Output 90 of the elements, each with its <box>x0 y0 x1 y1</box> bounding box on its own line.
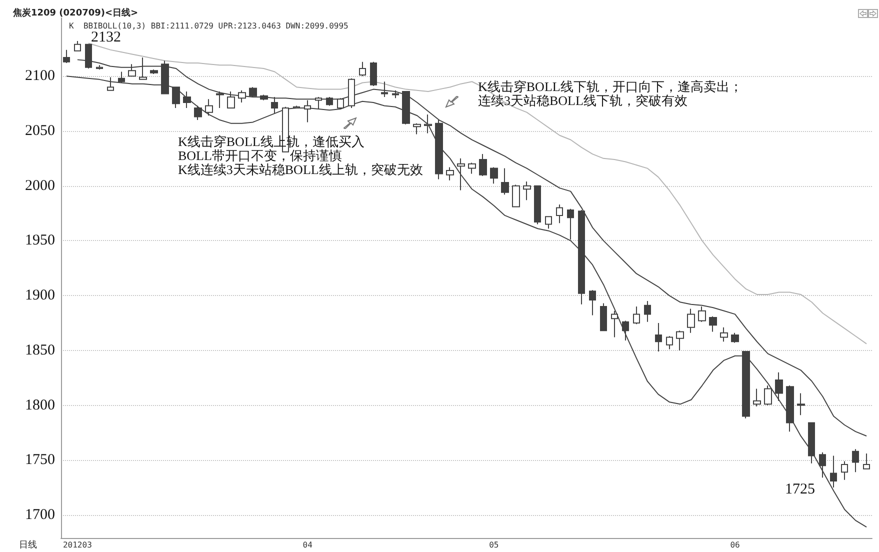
candlestick <box>797 392 805 416</box>
candlestick <box>260 94 268 101</box>
candlestick <box>63 49 70 64</box>
candlestick <box>819 452 826 478</box>
annotation: 2132 <box>91 30 121 46</box>
candlestick <box>315 96 322 110</box>
candlestick <box>578 209 585 305</box>
candlestick <box>74 40 81 52</box>
y-tick-label: 1850 <box>25 342 55 358</box>
y-tick-label: 1800 <box>25 397 55 414</box>
candlestick <box>808 422 815 464</box>
annotation: 连续3天站稳BOLL线下轨，突破有效 <box>478 93 688 108</box>
y-tick-label: 1950 <box>25 232 55 249</box>
candlestick <box>720 326 728 342</box>
candlestick <box>775 372 783 402</box>
candlestick <box>172 86 180 108</box>
candlestick <box>271 96 278 114</box>
candlestick <box>216 91 224 108</box>
candlestick <box>402 91 410 125</box>
candlestick <box>655 322 662 352</box>
line-series <box>88 42 868 344</box>
candlestick <box>764 385 772 406</box>
candlestick <box>249 86 257 98</box>
candlestick <box>534 185 541 225</box>
candlestick <box>424 114 432 134</box>
y-tick-label: 1750 <box>25 452 55 468</box>
y-tick-label: 2000 <box>25 178 55 194</box>
candlestick <box>567 208 574 240</box>
candlestick <box>709 316 717 332</box>
candlestick <box>852 448 859 473</box>
candlestick <box>698 306 706 322</box>
candlestick <box>96 64 103 70</box>
candlestick <box>841 460 848 480</box>
candlestick <box>830 455 837 488</box>
candlestick <box>512 184 520 208</box>
candlestick <box>622 320 629 342</box>
candlestick <box>293 105 300 108</box>
candlestick <box>742 351 750 419</box>
candlestick <box>468 162 476 174</box>
candlestick <box>523 180 531 201</box>
candlestick <box>666 336 673 350</box>
candlestick <box>370 61 377 87</box>
candlestick <box>863 453 870 470</box>
chart-title: 焦炭1209 (020709)<日线> <box>12 8 138 18</box>
candlestick <box>786 385 794 432</box>
candlestick <box>479 154 487 176</box>
candlestick <box>205 98 213 116</box>
candlestick <box>633 306 640 325</box>
candlestick <box>413 122 421 135</box>
candlestick <box>183 91 191 108</box>
candlestick <box>337 98 344 110</box>
candlestick <box>304 100 311 123</box>
candlestick <box>435 120 443 180</box>
candlestick <box>194 105 202 121</box>
candlestick <box>600 302 607 332</box>
candlestick <box>644 300 651 322</box>
candlestick <box>676 330 684 351</box>
annotation: 1725 <box>785 482 815 498</box>
candlestick <box>611 310 618 338</box>
candlestick <box>227 91 235 108</box>
y-tick-label: 1700 <box>25 506 55 523</box>
x-axis-title: 日线 <box>19 540 37 550</box>
y-tick-label: 1900 <box>25 288 55 304</box>
x-tick-label: 201203 <box>62 540 92 550</box>
x-tick-label: 04 <box>302 540 313 550</box>
candlestick <box>753 388 761 407</box>
candlestick <box>490 166 498 184</box>
y-tick-label: 2050 <box>25 122 55 139</box>
x-tick-label: 05 <box>489 540 499 550</box>
annotation: K线击穿BOLL线下轨，开口向下，逢高卖出； <box>478 79 742 94</box>
annotation: K线连续3天未站稳BOLL线上轨，突破无效 <box>178 162 423 177</box>
candlestick <box>381 81 388 98</box>
candlestick <box>128 64 136 77</box>
candlestick <box>238 90 246 103</box>
candlestick <box>446 166 454 181</box>
candlestick <box>359 61 366 77</box>
candlestick <box>392 90 399 99</box>
candlestick <box>687 308 695 334</box>
candlestick <box>545 216 552 230</box>
chart-subtitle: K BBIBOLL(10,3) BBI:2111.0729 UPR:2123.0463 DWN:2099.0995 <box>69 22 349 30</box>
candlestick <box>326 96 333 106</box>
candlestick <box>556 204 563 224</box>
candlestick <box>589 290 596 316</box>
candlestick <box>731 332 739 344</box>
candlestick <box>150 69 158 74</box>
x-tick-label: 06 <box>730 540 740 550</box>
annotation: BOLL带开口不变，保持谨慎 <box>178 148 342 163</box>
candlestick <box>457 158 465 191</box>
y-tick-label: 2100 <box>25 68 55 84</box>
candlestick <box>501 168 509 196</box>
